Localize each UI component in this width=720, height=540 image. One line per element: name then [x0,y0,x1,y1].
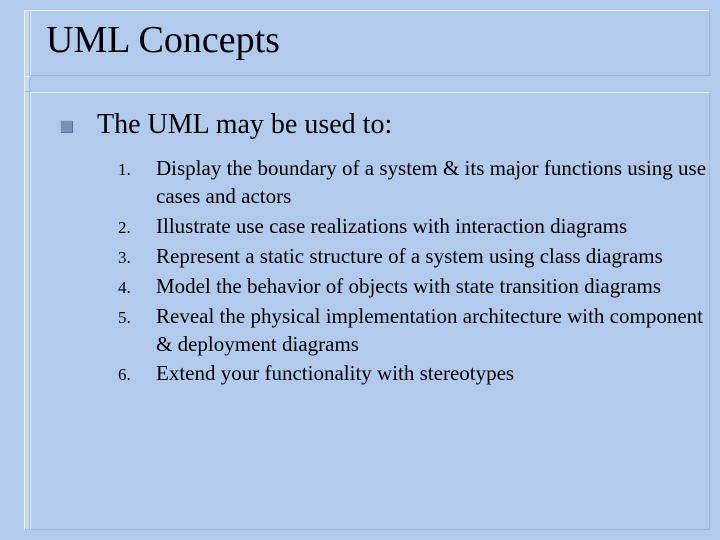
list-item: 4. Model the behavior of objects with st… [114,273,708,301]
list-item: 1. Display the boundary of a system & it… [114,155,708,211]
list-number: 6. [114,364,156,387]
list-number: 1. [114,159,156,182]
list-number: 4. [114,277,156,300]
list-text: Display the boundary of a system & its m… [156,155,708,211]
list-item: 6. Extend your functionality with stereo… [114,360,708,388]
list-text: Illustrate use case realizations with in… [156,213,708,241]
list-item: 3. Represent a static structure of a sys… [114,243,708,271]
list-number: 3. [114,247,156,270]
list-item: 2. Illustrate use case realizations with… [114,213,708,241]
slide-content: The UML may be used to: 1. Display the b… [60,108,708,390]
numbered-list: 1. Display the boundary of a system & it… [114,155,708,388]
intro-row: The UML may be used to: [60,108,708,141]
list-text: Extend your functionality with stereotyp… [156,360,708,388]
list-item: 5. Reveal the physical implementation ar… [114,303,708,359]
list-text: Represent a static structure of a system… [156,243,708,271]
list-text: Model the behavior of objects with state… [156,273,708,301]
list-text: Reveal the physical implementation archi… [156,303,708,359]
slide-title: UML Concepts [46,18,280,62]
list-number: 5. [114,307,156,330]
square-bullet-icon [60,120,73,133]
list-number: 2. [114,217,156,240]
intro-text: The UML may be used to: [97,109,392,141]
frame-divider [24,76,30,92]
